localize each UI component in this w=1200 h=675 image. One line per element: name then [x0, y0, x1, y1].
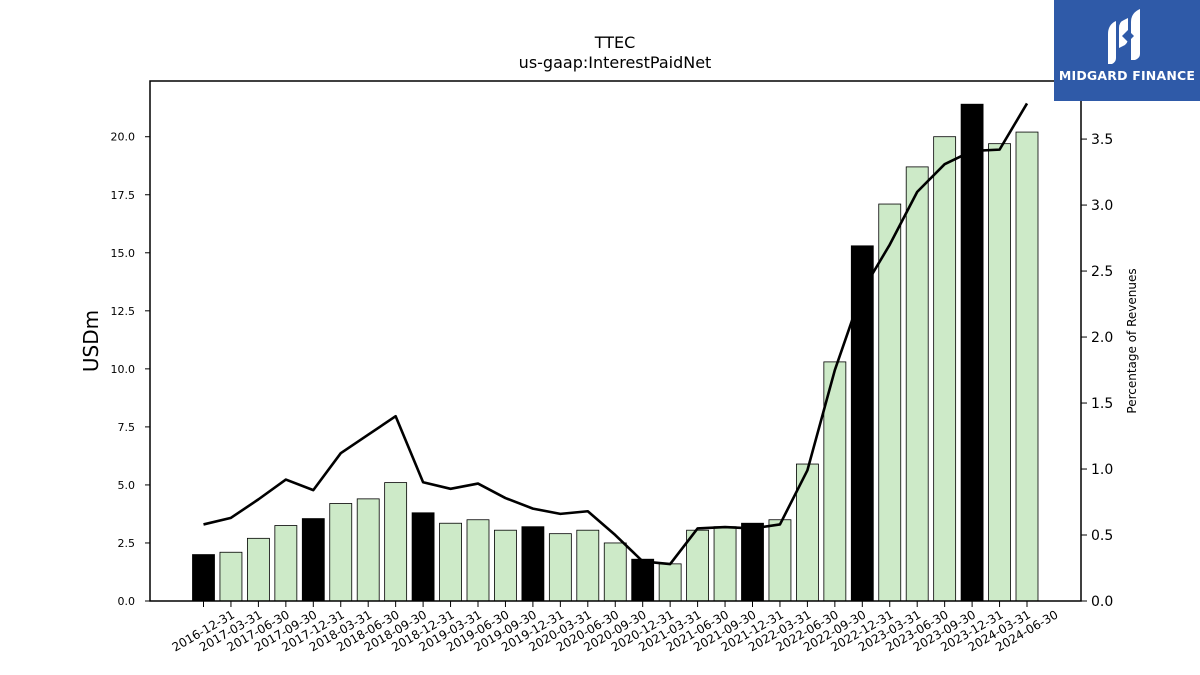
- y-tick-label: 10.0: [111, 363, 136, 376]
- y2-tick-label: 2.5: [1091, 264, 1113, 280]
- bar: [494, 529, 517, 602]
- y-tick-label: 17.5: [111, 189, 136, 202]
- bar: [411, 512, 435, 602]
- y2-tick-label: 3.0: [1091, 198, 1113, 214]
- bar: [988, 143, 1011, 602]
- y2-tick-label: 0.5: [1091, 528, 1113, 544]
- bar: [301, 518, 325, 602]
- percentage-line: [203, 102, 1029, 566]
- bar: [686, 529, 709, 602]
- bar-series: [192, 103, 1039, 602]
- y-tick-label: 15.0: [111, 247, 136, 260]
- bar: [384, 482, 408, 602]
- midgard-logo-icon: [1108, 9, 1140, 64]
- y-tick-label: 7.5: [118, 421, 136, 434]
- bar: [576, 529, 600, 602]
- bar: [878, 203, 902, 602]
- bar: [192, 554, 215, 602]
- bar: [246, 537, 270, 602]
- bar: [274, 525, 298, 602]
- left-y-axis: 0.0 2.5 5.0 7.5 10.0 12.5 15.0 17.5 20.0: [111, 131, 150, 608]
- bar: [741, 522, 764, 602]
- bar: [439, 522, 462, 602]
- chart-subtitle: us-gaap:InterestPaidNet: [519, 53, 712, 72]
- y-tick-label: 12.5: [111, 305, 136, 318]
- y2-axis-label: Percentage of Revenues: [1125, 268, 1139, 413]
- line-series: [203, 102, 1029, 566]
- bar: [631, 558, 655, 602]
- plot-frame: [149, 80, 1082, 602]
- y-tick-label: 0.0: [118, 595, 136, 608]
- y2-tick-label: 2.0: [1091, 330, 1113, 346]
- bar: [658, 563, 682, 602]
- bar: [603, 542, 627, 602]
- y-axis-label: USDm: [79, 310, 103, 372]
- bar: [960, 103, 984, 602]
- bar: [768, 519, 792, 602]
- brand-logo: MIDGARD FINANCE: [1054, 0, 1200, 101]
- x-axis: 2016-12-312017-03-312017-06-302017-09-30…: [170, 601, 1061, 654]
- bar: [713, 526, 737, 602]
- bar: [466, 519, 490, 602]
- y-tick-label: 2.5: [118, 537, 136, 550]
- brand-name: MIDGARD FINANCE: [1058, 68, 1196, 83]
- y2-tick-label: 3.5: [1091, 132, 1113, 148]
- bar: [219, 551, 243, 602]
- bar: [933, 136, 957, 602]
- y-tick-label: 20.0: [111, 131, 136, 144]
- bar: [521, 526, 545, 602]
- y-tick-label: 5.0: [118, 479, 136, 492]
- y2-tick-label: 1.5: [1091, 396, 1113, 412]
- bar: [548, 533, 572, 602]
- bar: [850, 245, 874, 602]
- bar: [356, 498, 380, 602]
- chart-title: TTEC: [594, 33, 636, 52]
- bar: [905, 166, 929, 602]
- y2-tick-label: 1.0: [1091, 462, 1113, 478]
- y2-tick-label: 0.0: [1091, 594, 1113, 610]
- right-y-axis: 0.0 0.5 1.0 1.5 2.0 2.5 3.0 3.5: [1081, 132, 1113, 610]
- bar: [1015, 131, 1039, 602]
- bar: [329, 503, 353, 602]
